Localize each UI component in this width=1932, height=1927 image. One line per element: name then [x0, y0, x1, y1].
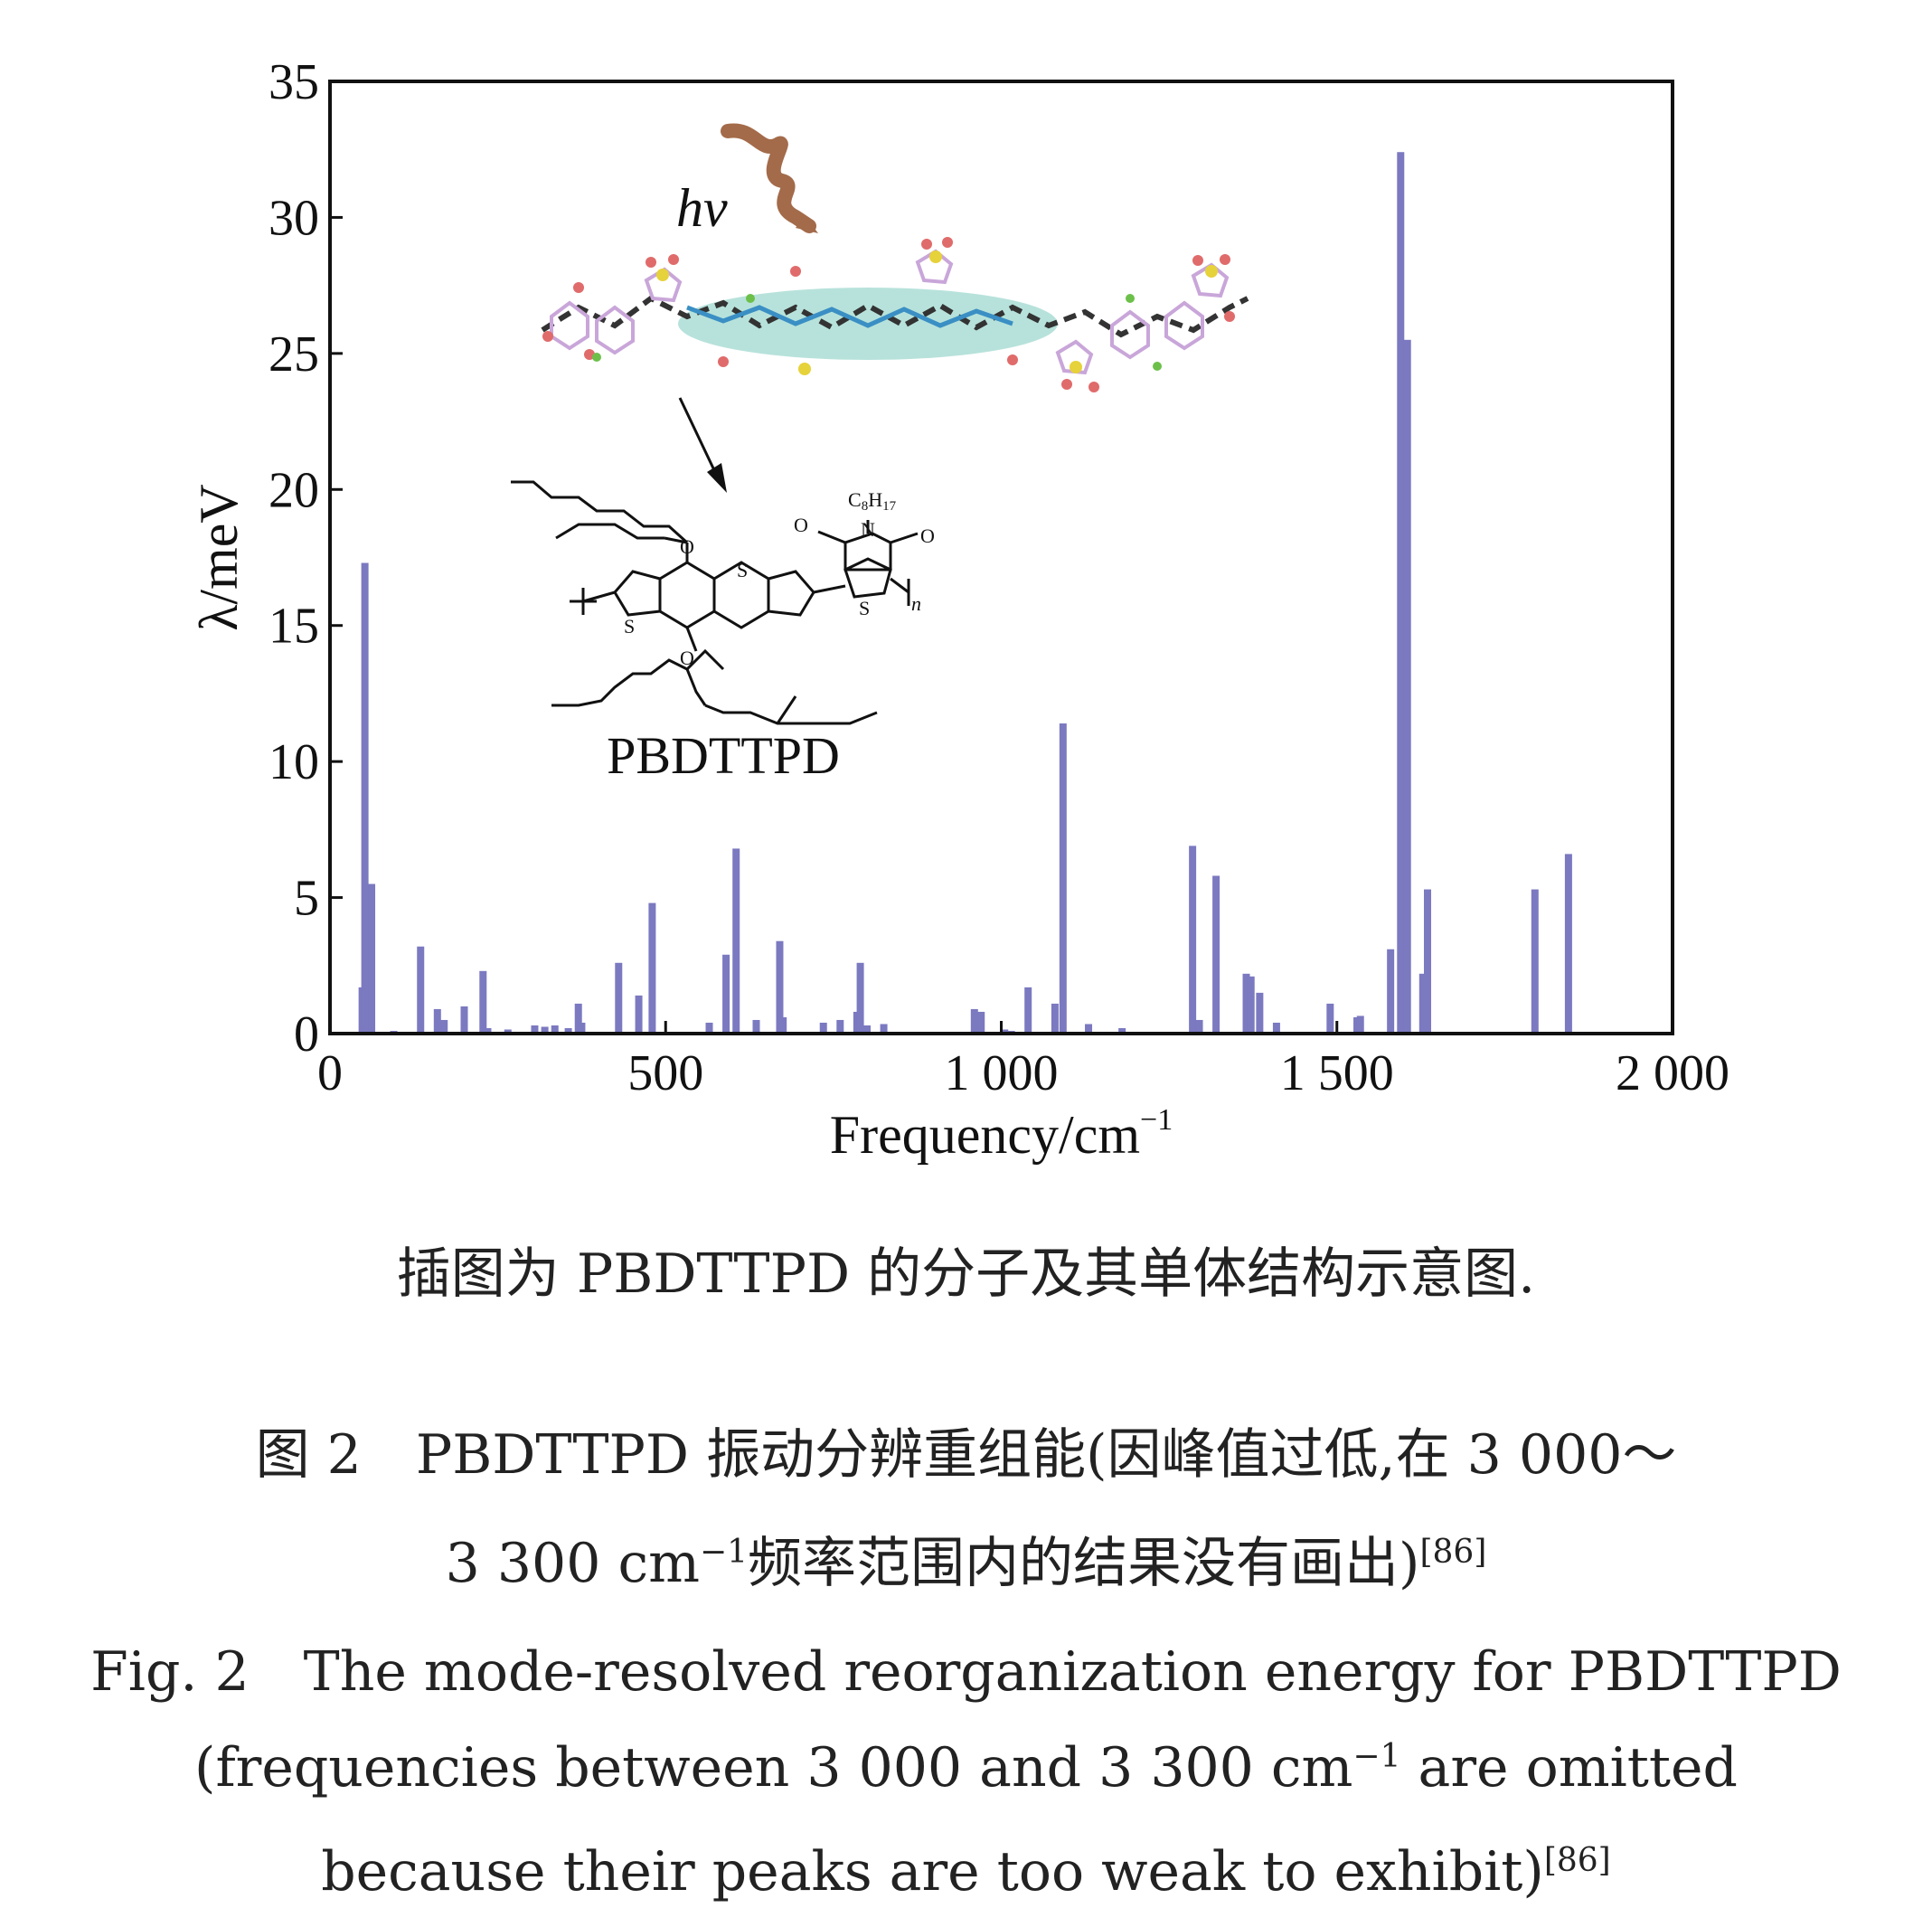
caption-en-line1: Fig. 2 The mode-resolved reorganization …	[90, 1640, 1842, 1704]
bar-55	[1423, 889, 1431, 1034]
caption-en-line2: (frequencies between 3 000 and 3 300 cm−…	[194, 1736, 1738, 1799]
svg-text:O: O	[680, 535, 694, 558]
bar-52	[1397, 152, 1405, 1034]
bar-8	[479, 970, 487, 1034]
y-tick-label: 10	[269, 734, 319, 790]
bar-6	[440, 1019, 448, 1034]
bar-14	[564, 1027, 572, 1034]
bar-7	[460, 1006, 468, 1034]
bar-30	[863, 1025, 871, 1034]
svg-text:O: O	[794, 514, 808, 536]
x-tick-label: 1 000	[945, 1045, 1059, 1101]
bar-42	[1195, 1019, 1203, 1034]
bar-21	[722, 954, 730, 1034]
bar-32	[970, 1008, 978, 1034]
photon-icon	[721, 123, 818, 233]
bar-38	[1059, 723, 1067, 1034]
substituent-label: C8H17	[848, 488, 897, 514]
x-axis-label: Frequency/cm−1	[830, 1103, 1173, 1165]
bar-12	[541, 1026, 549, 1034]
bar-27	[836, 1019, 844, 1034]
polymer-name-label: PBDTTPD	[607, 726, 840, 785]
bar-56	[1531, 889, 1539, 1034]
svg-text:S: S	[737, 559, 748, 581]
bar-24	[776, 940, 784, 1034]
x-tick-label: 2 000	[1616, 1045, 1729, 1101]
bar-19	[648, 902, 656, 1034]
bar-25	[779, 1016, 787, 1034]
inset-caption: 插图为 PBDTTPD 的分子及其单体结构示意图.	[396, 1242, 1536, 1306]
caption-cn-line2: 3 300 cm−1频率范围内的结果没有画出)[86]	[445, 1532, 1487, 1595]
bar-41	[1189, 845, 1197, 1034]
bar-23	[752, 1019, 760, 1034]
bar-15	[574, 1003, 582, 1034]
svg-text:O: O	[920, 524, 935, 547]
bar-22	[732, 848, 740, 1034]
caption-en-line3: because their peaks are too weak to exhi…	[321, 1840, 1611, 1903]
x-tick-label: 1 500	[1280, 1045, 1394, 1101]
y-tick-label: 15	[269, 599, 319, 655]
y-tick-label: 5	[294, 871, 319, 927]
y-tick-label: 25	[269, 326, 319, 383]
y-tick-label: 35	[269, 54, 319, 110]
svg-text:S: S	[859, 597, 870, 619]
bar-33	[977, 1011, 985, 1034]
bar-2	[368, 883, 376, 1034]
y-axis-label: λ/meV	[189, 484, 249, 630]
bar-17	[615, 962, 623, 1034]
bar-57	[1564, 854, 1572, 1034]
monomer-structure	[511, 480, 919, 725]
bar-47	[1272, 1022, 1280, 1034]
bar-20	[705, 1022, 713, 1034]
bar-53	[1403, 339, 1411, 1034]
bar-11	[531, 1025, 539, 1034]
y-tick-label: 20	[269, 462, 319, 518]
y-tick-label: 30	[269, 190, 319, 246]
bar-36	[1024, 987, 1032, 1034]
bar-54	[1418, 973, 1427, 1034]
caption-cn-line1: 图 2 PBDTTPD 振动分辨重组能(因峰值过低,在 3 000～	[255, 1423, 1677, 1487]
svg-text:O: O	[680, 647, 694, 669]
y-tick-label: 0	[294, 1006, 319, 1063]
bar-44	[1242, 973, 1250, 1034]
bar-4	[417, 946, 425, 1034]
plot-frame	[328, 80, 1674, 1035]
inset-arrow-icon	[678, 397, 727, 493]
bar-46	[1256, 992, 1264, 1034]
bar-43	[1212, 875, 1220, 1034]
bar-40	[1118, 1027, 1126, 1034]
bar-9	[484, 1027, 492, 1034]
bar-51	[1387, 949, 1395, 1034]
svg-text:S: S	[624, 615, 635, 638]
molecule-3d-rendering	[541, 237, 1249, 392]
bar-5	[433, 1008, 441, 1034]
bar-37	[1051, 1003, 1059, 1034]
bar-29	[856, 962, 864, 1034]
bar-45	[1247, 976, 1255, 1034]
axes: 0 500 1 000 1 500 2 000 0 5 10 15 20 25 30 35 Frequen…	[189, 54, 1729, 1165]
bar-18	[635, 995, 643, 1034]
bar-10	[504, 1029, 512, 1034]
svg-text:N: N	[861, 518, 875, 541]
bar-13	[551, 1025, 559, 1034]
reorganization-energy-chart: hv	[189, 54, 1729, 1165]
bar-50	[1356, 1015, 1364, 1034]
x-tick-label: 0	[317, 1045, 343, 1101]
bar-16	[578, 1022, 586, 1034]
svg-text:n: n	[911, 592, 921, 615]
bar-31	[880, 1024, 888, 1034]
bar-series	[358, 152, 1572, 1034]
bar-48	[1326, 1003, 1334, 1034]
bar-34	[1001, 1029, 1009, 1034]
monomer-atom-labels: O O S S S N O O n C8H17	[624, 488, 935, 669]
bar-39	[1085, 1024, 1093, 1034]
x-tick-label: 500	[627, 1045, 703, 1101]
bar-26	[819, 1022, 827, 1034]
hv-label: hv	[676, 178, 728, 238]
bar-1	[361, 562, 369, 1034]
